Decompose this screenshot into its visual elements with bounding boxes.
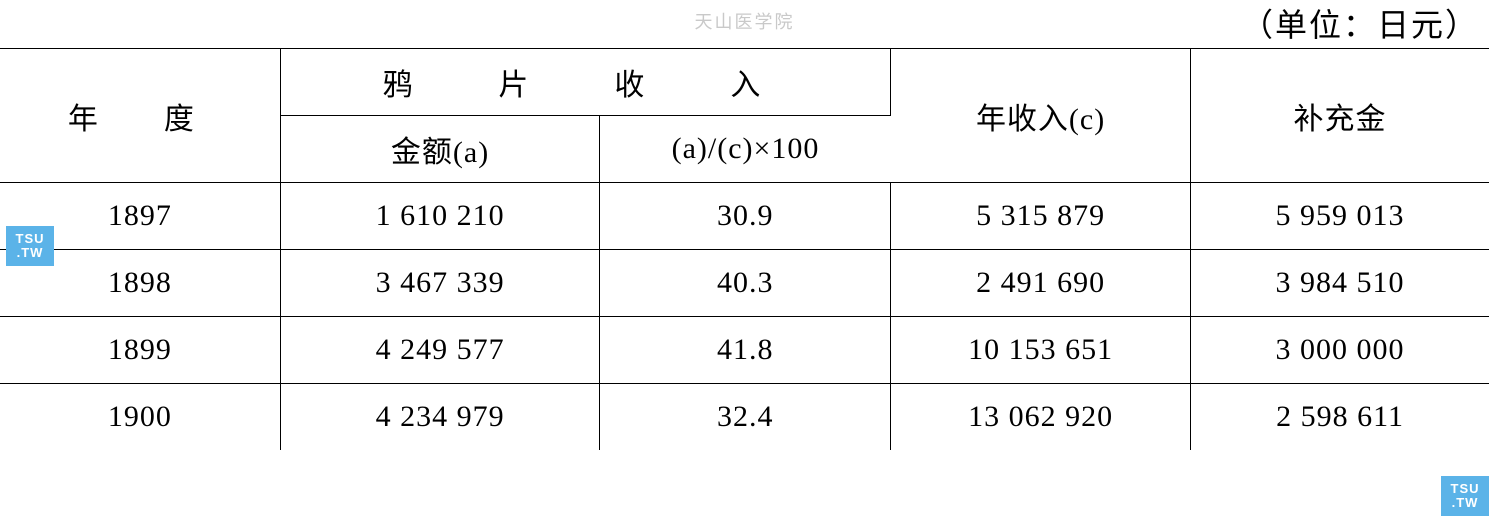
col-header-amount: 金额(a) bbox=[280, 116, 600, 183]
tsu-badge-line1: TSU bbox=[16, 232, 45, 246]
cell-amount: 4 234 979 bbox=[280, 384, 600, 451]
tsu-badge-line2: .TW bbox=[1452, 496, 1479, 510]
cell-supp: 3 984 510 bbox=[1191, 250, 1489, 317]
cell-annual: 13 062 920 bbox=[891, 384, 1191, 451]
cell-amount: 4 249 577 bbox=[280, 317, 600, 384]
tsu-badge: TSU .TW bbox=[6, 226, 54, 266]
cell-annual: 2 491 690 bbox=[891, 250, 1191, 317]
col-header-ratio: (a)/(c)×100 bbox=[600, 116, 891, 183]
col-header-opium-group: 鸦 片 收 入 bbox=[280, 49, 890, 116]
cell-supp: 5 959 013 bbox=[1191, 183, 1489, 250]
col-header-annual: 年收入(c) bbox=[891, 49, 1191, 183]
unit-label: （单位：日元） bbox=[1241, 0, 1479, 46]
page-watermark-text: 天山医学院 bbox=[695, 8, 795, 34]
cell-ratio: 32.4 bbox=[600, 384, 891, 451]
tsu-badge-line2: .TW bbox=[17, 246, 44, 260]
table-row: 1898 3 467 339 40.3 2 491 690 3 984 510 bbox=[0, 250, 1489, 317]
cell-year: 1900 bbox=[0, 384, 280, 451]
cell-amount: 1 610 210 bbox=[280, 183, 600, 250]
cell-ratio: 30.9 bbox=[600, 183, 891, 250]
data-table: 年 度 鸦 片 收 入 年收入(c) 补充金 金额(a) (a)/(c)×100… bbox=[0, 48, 1489, 450]
tsu-badge-line1: TSU bbox=[1451, 482, 1480, 496]
table-row: 1897 1 610 210 30.9 5 315 879 5 959 013 bbox=[0, 183, 1489, 250]
col-header-supplement: 补充金 bbox=[1191, 49, 1489, 183]
table-row: 1900 4 234 979 32.4 13 062 920 2 598 611 bbox=[0, 384, 1489, 451]
col-header-year-label: 年 度 bbox=[68, 103, 212, 136]
cell-year: 1899 bbox=[0, 317, 280, 384]
col-header-opium-label: 鸦 片 收 入 bbox=[382, 69, 788, 102]
cell-supp: 3 000 000 bbox=[1191, 317, 1489, 384]
tsu-badge: TSU .TW bbox=[1441, 476, 1489, 516]
cell-amount: 3 467 339 bbox=[280, 250, 600, 317]
cell-annual: 10 153 651 bbox=[891, 317, 1191, 384]
cell-annual: 5 315 879 bbox=[891, 183, 1191, 250]
cell-supp: 2 598 611 bbox=[1191, 384, 1489, 451]
col-header-year: 年 度 bbox=[0, 49, 280, 183]
cell-ratio: 40.3 bbox=[600, 250, 891, 317]
table-row: 1899 4 249 577 41.8 10 153 651 3 000 000 bbox=[0, 317, 1489, 384]
cell-ratio: 41.8 bbox=[600, 317, 891, 384]
